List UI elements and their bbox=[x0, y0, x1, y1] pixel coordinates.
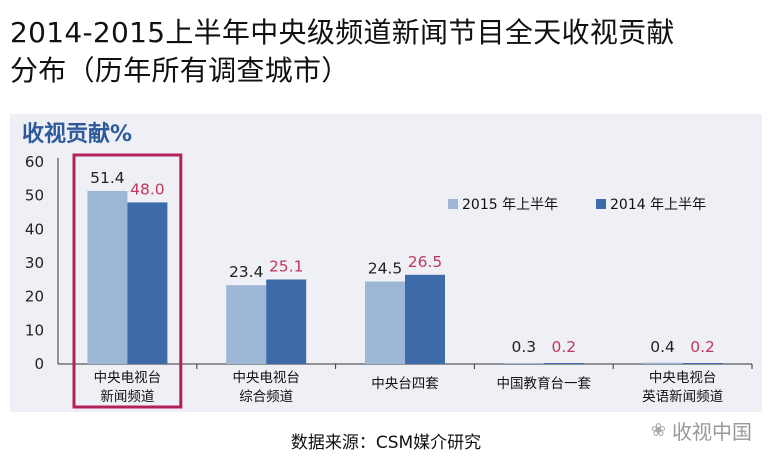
bar-2015 bbox=[226, 285, 267, 364]
watermark: ❀ 收视中国 bbox=[651, 416, 752, 445]
y-tick-label: 50 bbox=[25, 187, 44, 205]
x-tick-label: 综合频道 bbox=[239, 389, 293, 405]
y-axis-label: 收视贡献% bbox=[22, 122, 133, 147]
data-label-2014: 25.1 bbox=[269, 257, 304, 275]
chart-title: 2014-2015上半年中央级频道新闻节目全天收视贡献 分布（历年所有调查城市） bbox=[10, 14, 760, 90]
bar-2015 bbox=[503, 362, 544, 364]
data-label-2014: 26.5 bbox=[408, 253, 443, 271]
x-tick-label: 中央台四套 bbox=[371, 376, 439, 392]
y-tick-label: 30 bbox=[25, 254, 44, 272]
y-tick-label: 40 bbox=[25, 220, 44, 238]
legend-swatch-2014 bbox=[596, 199, 606, 209]
y-tick-label: 20 bbox=[25, 288, 44, 306]
x-tick-label: 中央电视台 bbox=[649, 370, 717, 386]
title-line-2: 分布（历年所有调查城市） bbox=[10, 54, 350, 87]
x-tick-label: 中国教育台一套 bbox=[497, 376, 592, 392]
bar-2014 bbox=[405, 274, 445, 364]
x-tick-label: 中央电视台 bbox=[94, 370, 162, 386]
data-label-2015: 24.5 bbox=[368, 260, 403, 278]
y-tick-label: 60 bbox=[25, 153, 44, 171]
bar-2014 bbox=[266, 279, 307, 364]
legend-label-2014: 2014 年上半年 bbox=[610, 197, 706, 213]
x-tick-label: 中央电视台 bbox=[232, 370, 300, 386]
y-tick-label: 0 bbox=[34, 355, 44, 373]
data-label-2015: 23.4 bbox=[229, 263, 264, 281]
source-note: 数据来源：CSM媒介研究 bbox=[290, 433, 482, 453]
data-label-2015: 51.4 bbox=[90, 169, 125, 187]
y-tick-label: 10 bbox=[25, 321, 44, 339]
title-line-1: 2014-2015上半年中央级频道新闻节目全天收视贡献 bbox=[10, 16, 675, 49]
bar-2014 bbox=[682, 363, 723, 364]
data-label-2014: 0.2 bbox=[551, 338, 576, 356]
data-label-2015: 0.3 bbox=[511, 338, 536, 356]
data-label-2015: 0.4 bbox=[650, 338, 675, 356]
x-tick-label: 新闻频道 bbox=[100, 389, 154, 405]
data-label-2014: 48.0 bbox=[130, 180, 165, 198]
bar-2015 bbox=[87, 190, 128, 364]
bar-2014 bbox=[127, 202, 168, 364]
x-tick-label: 英语新闻频道 bbox=[642, 388, 723, 405]
highlight-box bbox=[72, 153, 183, 409]
bar-2014 bbox=[543, 363, 584, 364]
watermark-text: 收视中国 bbox=[672, 420, 752, 444]
wechat-icon: ❀ bbox=[650, 420, 666, 441]
legend-label-2015: 2015 年上半年 bbox=[462, 197, 558, 213]
data-label-2014: 0.2 bbox=[690, 338, 715, 356]
legend-swatch-2015 bbox=[448, 199, 458, 209]
bar-2015 bbox=[365, 281, 405, 364]
bar-2015 bbox=[642, 362, 683, 364]
